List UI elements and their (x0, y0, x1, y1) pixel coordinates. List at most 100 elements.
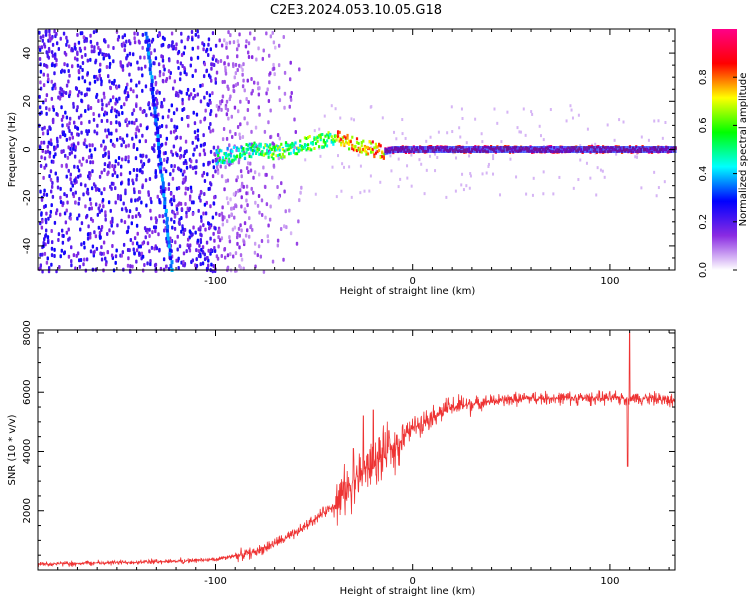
heatmap-cell (67, 254, 71, 259)
ridge-halo (584, 146, 587, 153)
heatmap-cell (196, 55, 200, 60)
heatmap-cell (77, 68, 81, 73)
heatmap-cell (100, 227, 103, 232)
ridge-cell (344, 136, 348, 140)
ridge-halo (535, 146, 538, 153)
heatmap-cell (119, 60, 122, 65)
heatmap-cell (340, 189, 343, 193)
ridge-cell (248, 146, 251, 150)
heatmap-cell (193, 130, 197, 135)
heatmap-cell (58, 90, 62, 95)
ridge-halo (464, 146, 467, 153)
heatmap-cell (47, 77, 50, 82)
heatmap-cell (103, 95, 106, 100)
heatmap-cell (70, 180, 73, 185)
ridge-halo (531, 146, 534, 153)
heatmap-cell (52, 107, 55, 112)
heatmap-cell (257, 46, 260, 51)
slanted-line-segment (156, 134, 160, 139)
heatmap-cell (283, 91, 287, 96)
heatmap-cell (579, 144, 582, 148)
heatmap-cell (223, 187, 226, 192)
ridge-halo (512, 146, 515, 153)
slanted-line-segment (158, 165, 162, 170)
heatmap-cell (97, 225, 101, 230)
heatmap-cell (90, 217, 93, 222)
heatmap-cell (244, 44, 248, 49)
heatmap-cell (252, 175, 255, 180)
ridge-cell (346, 133, 349, 137)
heatmap-cell (238, 136, 242, 141)
colorbar-gradient (712, 29, 737, 270)
heatmap-cell (98, 73, 101, 78)
heatmap-cell (125, 97, 128, 102)
heatmap-cell (197, 249, 201, 254)
heatmap-cell (64, 220, 68, 225)
ridge-cell (286, 148, 289, 152)
ridge-cell (232, 154, 236, 158)
heatmap-cell (52, 83, 55, 88)
heatmap-cell (252, 80, 256, 85)
heatmap-cell (176, 91, 179, 96)
ridge-halo (608, 146, 611, 153)
heatmap-cell (226, 253, 230, 258)
heatmap-cell (131, 241, 135, 246)
heatmap-cell (133, 236, 137, 241)
heatmap-cell (278, 98, 282, 103)
heatmap-cell (530, 110, 533, 114)
heatmap-cell (172, 111, 176, 116)
heatmap-cell (165, 264, 168, 269)
heatmap-cell (85, 257, 89, 262)
heatmap-cell (181, 97, 184, 102)
heatmap-cell (90, 186, 94, 191)
ridge-halo (494, 146, 497, 153)
heatmap-cell (363, 189, 366, 193)
heatmap-cell (186, 37, 190, 42)
heatmap-cell (233, 105, 237, 110)
heatmap-cell (282, 257, 285, 262)
heatmap-cell (194, 32, 198, 37)
ridge-halo (650, 146, 653, 153)
ridge-cell (371, 147, 374, 151)
heatmap-cell (143, 263, 146, 268)
heatmap-cell (93, 45, 96, 50)
heatmap-cell (209, 248, 213, 253)
heatmap-cell (38, 57, 42, 62)
heatmap-cell (524, 133, 527, 137)
heatmap-cell (107, 101, 111, 106)
ridge-cell (234, 157, 237, 161)
ridge-cell (254, 143, 258, 147)
heatmap-cell (170, 149, 173, 154)
heatmap-cell (95, 246, 99, 251)
heatmap-cell (299, 190, 302, 195)
slanted-line-segment (165, 220, 169, 225)
heatmap-cell (595, 193, 598, 197)
ridge-cell (302, 145, 305, 149)
slanted-line-segment (146, 43, 150, 48)
heatmap-cell (197, 208, 200, 213)
heatmap-cell (76, 63, 80, 68)
heatmap-cell (158, 200, 161, 205)
heatmap-cell (84, 183, 87, 188)
heatmap-cell (130, 198, 133, 203)
heatmap-cell (136, 147, 139, 152)
heatmap-cell (103, 167, 106, 172)
heatmap-cell (474, 117, 477, 121)
heatmap-cell (109, 220, 113, 225)
heatmap-cell (67, 168, 70, 173)
heatmap-cell (455, 156, 458, 160)
heatmap-cell (115, 85, 118, 90)
ridge-cell (324, 141, 327, 145)
heatmap-cell (57, 237, 60, 242)
heatmap-cell (200, 218, 203, 223)
ridge-halo (501, 146, 504, 153)
heatmap-cell (66, 123, 69, 128)
heatmap-cell (74, 145, 77, 150)
ridge-cell (218, 149, 221, 153)
slanted-line-segment (156, 130, 160, 135)
heatmap-cell (126, 263, 130, 268)
heatmap-cell (148, 233, 151, 238)
ridge-halo (638, 146, 641, 153)
heatmap-cell (203, 192, 206, 197)
heatmap-cell (229, 94, 232, 99)
